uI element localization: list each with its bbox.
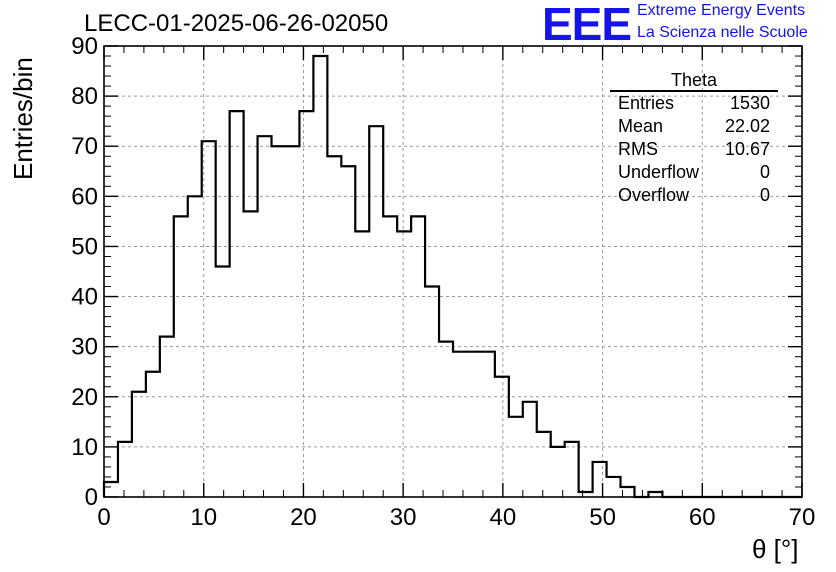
histogram-bin bbox=[425, 287, 439, 497]
y-tick-label: 80 bbox=[71, 83, 98, 110]
histogram-bin bbox=[509, 417, 523, 497]
histogram-bin bbox=[439, 342, 453, 497]
y-axis-label: Entries/bin bbox=[8, 57, 39, 180]
histogram-bin bbox=[188, 196, 202, 497]
histogram-bin bbox=[327, 156, 341, 497]
x-tick-label: 40 bbox=[490, 504, 517, 531]
stats-value: 22.02 bbox=[725, 115, 770, 138]
y-tick-label: 40 bbox=[71, 284, 98, 311]
x-axis-label: θ [°] bbox=[752, 534, 799, 565]
histogram-bin bbox=[467, 352, 481, 497]
x-tick-label: 60 bbox=[689, 504, 716, 531]
y-tick-label: 60 bbox=[71, 183, 98, 210]
histogram-bin bbox=[565, 442, 579, 497]
histogram-bin bbox=[313, 56, 327, 497]
y-tick-label: 0 bbox=[85, 484, 98, 511]
run-title: LECC-01-2025-06-26-02050 bbox=[84, 10, 388, 38]
stats-row-rms: RMS 10.67 bbox=[610, 138, 778, 161]
x-tick-label: 30 bbox=[390, 504, 417, 531]
x-tick-label: 10 bbox=[190, 504, 217, 531]
histogram-bin bbox=[104, 482, 118, 497]
histogram-bin bbox=[397, 231, 411, 497]
histogram-bin bbox=[453, 352, 467, 497]
stats-value: 10.67 bbox=[725, 138, 770, 161]
histogram-bin bbox=[202, 141, 216, 497]
histogram-bin bbox=[285, 146, 299, 497]
stats-label: Mean bbox=[618, 115, 663, 138]
histogram-bin bbox=[230, 111, 244, 497]
histogram-bin bbox=[160, 337, 174, 497]
stats-value: 1530 bbox=[730, 92, 770, 115]
histogram-bin bbox=[369, 126, 383, 497]
logo-line-2: La Scienza nelle Scuole bbox=[637, 24, 808, 42]
stats-label: Entries bbox=[618, 92, 674, 115]
histogram-bin bbox=[523, 402, 537, 497]
stats-value: 0 bbox=[760, 184, 770, 207]
histogram-bin bbox=[118, 442, 132, 497]
histogram-bin bbox=[593, 462, 607, 497]
histogram-bin bbox=[216, 266, 230, 497]
stats-row-overflow: Overflow 0 bbox=[610, 184, 778, 207]
eee-logo-mark: EEE bbox=[542, 0, 631, 50]
histogram-bin bbox=[299, 111, 313, 497]
histogram-bin bbox=[272, 146, 286, 497]
stats-label: RMS bbox=[618, 138, 658, 161]
stats-label: Underflow bbox=[618, 161, 699, 184]
y-tick-label: 70 bbox=[71, 133, 98, 160]
histogram-bin bbox=[495, 377, 509, 497]
x-tick-label: 70 bbox=[789, 504, 816, 531]
histogram-bin bbox=[537, 432, 551, 497]
stats-value: 0 bbox=[760, 161, 770, 184]
histogram-bin bbox=[132, 392, 146, 497]
y-tick-label: 10 bbox=[71, 434, 98, 461]
histogram-bin bbox=[607, 477, 621, 497]
stats-label: Overflow bbox=[618, 184, 689, 207]
stats-row-entries: Entries 1530 bbox=[610, 92, 778, 115]
logo-line-1: Extreme Energy Events bbox=[637, 2, 805, 20]
y-tick-label: 20 bbox=[71, 384, 98, 411]
histogram-bin bbox=[481, 352, 495, 497]
histogram-bin bbox=[551, 447, 565, 497]
stats-row-underflow: Underflow 0 bbox=[610, 161, 778, 184]
histogram-bin bbox=[355, 231, 369, 497]
stats-title: Theta bbox=[610, 70, 778, 92]
histogram-bin bbox=[146, 372, 160, 497]
y-tick-label: 30 bbox=[71, 334, 98, 361]
x-tick-label: 20 bbox=[290, 504, 317, 531]
histogram-bin bbox=[411, 216, 425, 497]
histogram-bin bbox=[244, 211, 258, 497]
x-tick-label: 50 bbox=[589, 504, 616, 531]
stats-box: Theta Entries 1530 Mean 22.02 RMS 10.67 … bbox=[610, 70, 778, 207]
histogram-bin bbox=[341, 166, 355, 497]
histogram-bin bbox=[258, 136, 272, 497]
histogram-bin bbox=[383, 216, 397, 497]
x-tick-label: 0 bbox=[97, 504, 110, 531]
stats-row-mean: Mean 22.02 bbox=[610, 115, 778, 138]
histogram-bin bbox=[174, 216, 188, 497]
y-tick-label: 50 bbox=[71, 233, 98, 260]
